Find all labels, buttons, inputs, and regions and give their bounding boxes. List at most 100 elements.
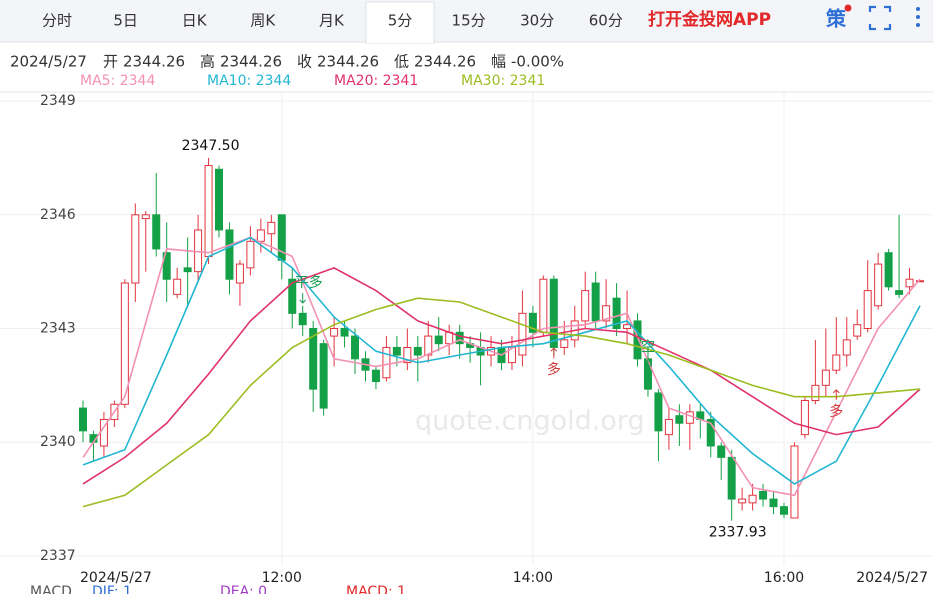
candle-body [654,392,663,432]
macd-macd: MACD: 1 [346,584,406,594]
candle-body [853,324,862,337]
candle-body [800,400,809,436]
tab[interactable]: 15分 [452,12,486,30]
x-tick-label: 12:00 [262,570,302,586]
tab[interactable]: 5日 [113,12,138,30]
info-value: 2344.26 [220,53,282,71]
candle-body [330,328,339,337]
candle-body [79,407,87,432]
candle-body [392,346,401,356]
info-label: 开 [103,53,118,71]
candle-body [727,456,736,500]
candle-body [382,346,391,379]
signal-label: 多 [547,361,561,378]
candle-body [738,498,747,504]
tab[interactable]: 60分 [589,12,623,30]
legend-entry: MA30: 2341 [461,73,545,89]
candle-body [267,221,276,235]
info-label: 低 [394,53,409,71]
info-label: 收 [297,53,312,71]
candle-body [204,165,213,257]
candle-body [518,312,527,356]
y-tick-label: 2346 [40,207,76,223]
candle-body [811,384,820,402]
candle-body [141,214,150,220]
ma-line [82,236,921,497]
candle-body [371,369,380,383]
tab[interactable]: 分时 [42,12,72,30]
candle-body [769,498,778,508]
candle-body [623,324,632,329]
info-value: 2344.26 [317,53,379,71]
candle-body [162,252,171,280]
candle-body [539,278,548,333]
candle-body [434,335,443,345]
candle-body [215,168,224,231]
macd-title: MACD [30,584,72,594]
candle-body [309,328,318,390]
signal-label: 空 [641,339,655,355]
tab[interactable]: 周K [250,12,276,30]
candle-body [183,267,192,273]
candle-body [403,346,412,364]
more-icon[interactable] [916,7,920,27]
tab-bar [0,0,933,42]
candle-body [152,214,161,250]
candle-body [895,290,904,295]
candle-body [874,263,883,307]
high-label: 2347.50 [182,138,240,154]
ma-line [82,297,921,508]
x-tick-label: 2024/5/27 [80,570,152,586]
candle-body [131,214,140,284]
y-tick-label: 2349 [40,93,76,109]
candle-body [779,506,788,515]
candle-body [424,335,433,356]
candle-body [288,278,297,314]
candle-body [916,280,924,283]
candle-body [549,278,558,348]
candle-body [528,312,537,333]
plot: 2337 2340 2343 2346 2349 2024/5/27 12:00 14:00 1… [0,91,933,586]
signal-arrow [550,347,558,359]
macd-dif: DIF: 1 [92,584,132,594]
tab[interactable]: 月K [319,12,345,30]
candle-body [246,240,255,269]
candle-body [351,335,360,360]
candle-body [319,343,328,409]
tab[interactable]: 30分 [520,12,554,30]
info-value: 2344.26 [414,53,476,71]
candle-body [173,278,182,295]
info-value: 2344.26 [123,53,185,71]
y-tick-label: 2343 [40,321,76,337]
candle-body [842,339,851,356]
tab[interactable]: 5分 [388,12,413,30]
y-tick-label: 2337 [40,548,76,564]
signal-arrow [644,357,652,369]
candle-body [685,411,694,424]
candle-body [717,445,726,458]
candle-body [759,490,768,500]
tab[interactable]: 日K [182,12,208,30]
app-link[interactable]: 打开金投网APP [648,9,771,30]
info-date: 2024/5/27 [10,53,87,71]
candle-body [832,354,841,371]
x-tick-label: 14:00 [513,570,553,586]
candle-body [298,312,307,326]
signal-label: 平多 [295,274,323,291]
candle-body [602,305,611,322]
macd-dea: DEA: 0 [220,584,267,594]
signal-arrow [832,389,840,400]
candle-body [633,320,642,360]
low-label: 2337.93 [709,525,767,541]
candle-body [664,418,673,436]
fullscreen-icon[interactable] [868,5,892,31]
candle-body [256,229,265,242]
info-label: 幅 [491,53,506,71]
ma-line [82,267,921,485]
candle-body [863,290,872,330]
candle-body [120,282,129,405]
candle-body [884,252,893,288]
strategy-button[interactable]: 策 [826,7,847,31]
candle-body [591,282,600,322]
